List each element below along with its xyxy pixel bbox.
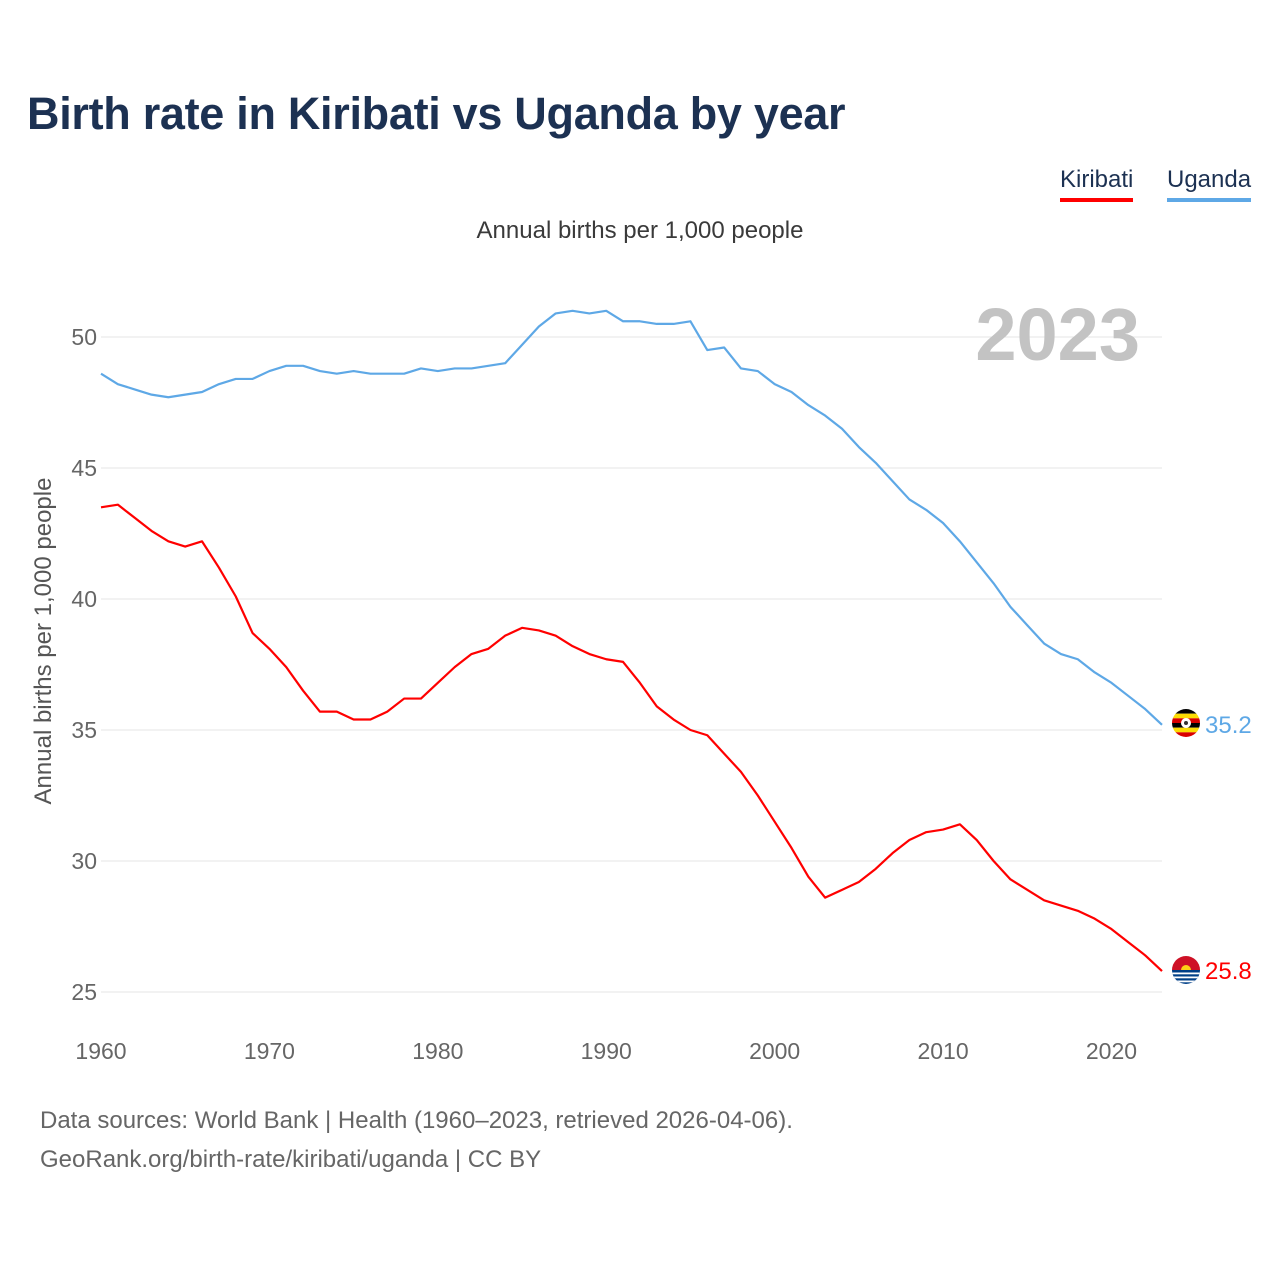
source-text: Data sources: World Bank | Health (1960–… [40,1107,793,1134]
series-lines [100,309,1163,972]
y-tick-label: 35 [71,717,97,743]
y-axis-ticks: 25 30 35 40 45 50 [71,324,97,1005]
x-tick-label: 2020 [1086,1038,1137,1064]
legend-item-uganda[interactable]: Uganda [1167,166,1252,202]
gridlines [101,336,1162,993]
series-line-uganda[interactable] [100,309,1163,726]
current-year-label: 2023 [975,293,1140,376]
source-link[interactable]: GeoRank.org/birth-rate/kiribati/uganda |… [40,1146,542,1173]
kiribati-flag-icon [1172,956,1200,984]
y-tick-label: 50 [71,324,97,350]
end-label-kiribati: 25.8 [1205,958,1252,985]
x-tick-label: 2010 [917,1038,968,1064]
x-tick-label: 1970 [244,1038,295,1064]
y-tick-label: 40 [71,586,97,612]
end-label-uganda: 35.2 [1205,712,1252,739]
y-tick-label: 30 [71,848,97,874]
x-tick-label: 1980 [412,1038,463,1064]
chart-title: Birth rate in Kiribati vs Uganda by year [27,88,846,139]
y-tick-label: 25 [71,979,97,1005]
series-line-kiribati[interactable] [100,503,1163,972]
line-chart: 25 30 35 40 45 50 1960 1970 1980 1990 2000 2010 202… [30,293,1252,1064]
end-value-labels: 25.8 35.2 [1205,712,1252,985]
legend-item-kiribati[interactable]: Kiribati [1060,166,1134,202]
x-tick-label: 1990 [581,1038,632,1064]
uganda-flag-icon [1172,709,1200,737]
chart-subtitle: Annual births per 1,000 people [476,217,804,244]
x-tick-label: 2000 [749,1038,800,1064]
x-axis-ticks: 1960 1970 1980 1990 2000 2010 2020 [75,1038,1137,1064]
y-axis-label: Annual births per 1,000 people [30,478,57,805]
y-tick-label: 45 [71,455,97,481]
x-tick-label: 1960 [75,1038,126,1064]
